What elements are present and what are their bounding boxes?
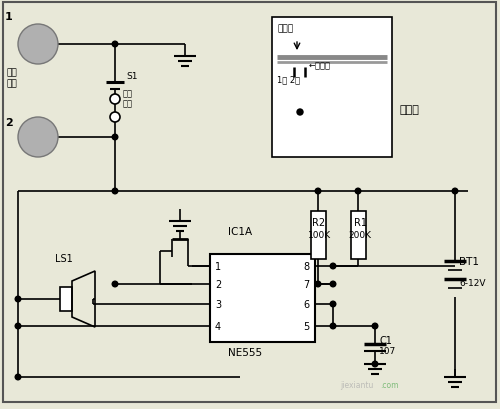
Text: 100K: 100K: [308, 230, 331, 239]
Circle shape: [112, 189, 118, 194]
Text: 200K: 200K: [348, 230, 371, 239]
Text: 1点 2点: 1点 2点: [277, 75, 300, 84]
Bar: [60, 287, 72, 311]
Bar: [272, 18, 392, 157]
Text: 6: 6: [303, 299, 309, 309]
Circle shape: [372, 361, 378, 367]
Circle shape: [330, 301, 336, 307]
Circle shape: [15, 374, 21, 380]
Text: 触点: 触点: [6, 79, 17, 88]
Text: 开关: 开关: [123, 99, 133, 108]
Circle shape: [330, 324, 336, 329]
Text: 2: 2: [215, 279, 222, 289]
Bar: [210, 254, 315, 342]
Bar: [310, 211, 326, 259]
Text: 5: 5: [303, 321, 309, 331]
Circle shape: [452, 189, 458, 194]
Circle shape: [112, 135, 118, 140]
Circle shape: [315, 189, 321, 194]
Circle shape: [297, 110, 303, 116]
Text: S1: S1: [126, 72, 138, 81]
Text: R1: R1: [354, 218, 367, 227]
Text: C1: C1: [379, 335, 392, 345]
Bar: [350, 211, 366, 259]
Circle shape: [330, 263, 336, 269]
Text: 1: 1: [215, 261, 221, 271]
Circle shape: [15, 324, 21, 329]
Circle shape: [110, 95, 120, 105]
Text: 2: 2: [5, 118, 13, 128]
Text: 3: 3: [215, 299, 221, 309]
Text: 107: 107: [379, 346, 396, 355]
Text: 示意图: 示意图: [400, 105, 420, 115]
Text: LS1: LS1: [55, 254, 73, 263]
Circle shape: [15, 297, 21, 302]
Text: 4: 4: [215, 321, 221, 331]
Circle shape: [18, 25, 58, 65]
Circle shape: [372, 324, 378, 329]
Text: 控制: 控制: [123, 89, 133, 98]
Text: IC1A: IC1A: [228, 227, 252, 236]
Circle shape: [112, 281, 118, 287]
Circle shape: [315, 281, 321, 287]
Text: 振动: 振动: [6, 68, 17, 77]
Text: 1: 1: [5, 12, 13, 22]
Text: NE555: NE555: [228, 347, 262, 357]
Text: BT1: BT1: [459, 256, 479, 266]
Circle shape: [330, 281, 336, 287]
Text: 8: 8: [303, 261, 309, 271]
Text: .com: .com: [380, 380, 398, 389]
Circle shape: [110, 113, 120, 123]
Text: jiexiantu: jiexiantu: [340, 380, 374, 389]
Circle shape: [112, 42, 118, 48]
Text: ←动触片: ←动触片: [309, 61, 331, 70]
Circle shape: [18, 118, 58, 157]
Text: 6-12V: 6-12V: [459, 278, 485, 287]
Text: R2: R2: [312, 218, 325, 227]
Text: 静触片: 静触片: [277, 24, 293, 33]
Text: 7: 7: [303, 279, 309, 289]
Circle shape: [355, 189, 361, 194]
